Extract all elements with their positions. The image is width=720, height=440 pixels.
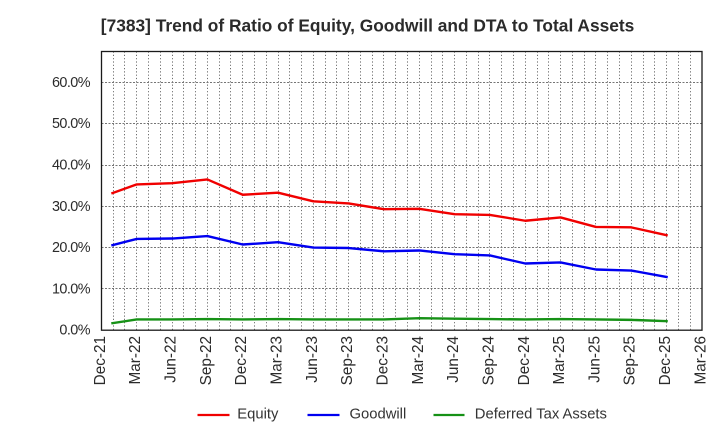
svg-text:Sep-25: Sep-25 — [622, 336, 639, 385]
svg-text:20.0%: 20.0% — [52, 240, 91, 256]
svg-text:30.0%: 30.0% — [52, 199, 91, 215]
svg-text:Dec-22: Dec-22 — [233, 336, 250, 385]
svg-text:Jun-25: Jun-25 — [586, 336, 603, 383]
svg-text:Sep-22: Sep-22 — [198, 336, 215, 385]
svg-text:50.0%: 50.0% — [52, 116, 91, 132]
svg-text:Dec-25: Dec-25 — [657, 336, 674, 385]
svg-text:Dec-23: Dec-23 — [374, 336, 391, 385]
svg-text:40.0%: 40.0% — [52, 158, 91, 174]
svg-text:Goodwill: Goodwill — [350, 407, 407, 423]
svg-text:60.0%: 60.0% — [52, 75, 91, 91]
svg-text:Jun-22: Jun-22 — [163, 336, 180, 383]
svg-text:Sep-23: Sep-23 — [339, 336, 356, 385]
svg-text:Mar-26: Mar-26 — [692, 336, 709, 384]
svg-text:Equity: Equity — [237, 407, 279, 423]
svg-text:Dec-21: Dec-21 — [92, 336, 109, 385]
svg-text:0.0%: 0.0% — [59, 323, 90, 339]
svg-text:Mar-22: Mar-22 — [127, 336, 144, 384]
svg-text:Mar-23: Mar-23 — [269, 336, 286, 384]
svg-text:Jun-24: Jun-24 — [445, 336, 462, 383]
svg-text:Sep-24: Sep-24 — [480, 336, 497, 386]
svg-text:Mar-25: Mar-25 — [551, 336, 568, 384]
svg-text:Mar-24: Mar-24 — [410, 336, 427, 385]
svg-text:[7383] Trend of Ratio of Equit: [7383] Trend of Ratio of Equity, Goodwil… — [101, 16, 635, 36]
svg-text:Deferred Tax Assets: Deferred Tax Assets — [475, 407, 607, 423]
svg-text:Dec-24: Dec-24 — [516, 336, 533, 386]
svg-text:Jun-23: Jun-23 — [304, 336, 321, 383]
svg-text:10.0%: 10.0% — [52, 281, 91, 297]
